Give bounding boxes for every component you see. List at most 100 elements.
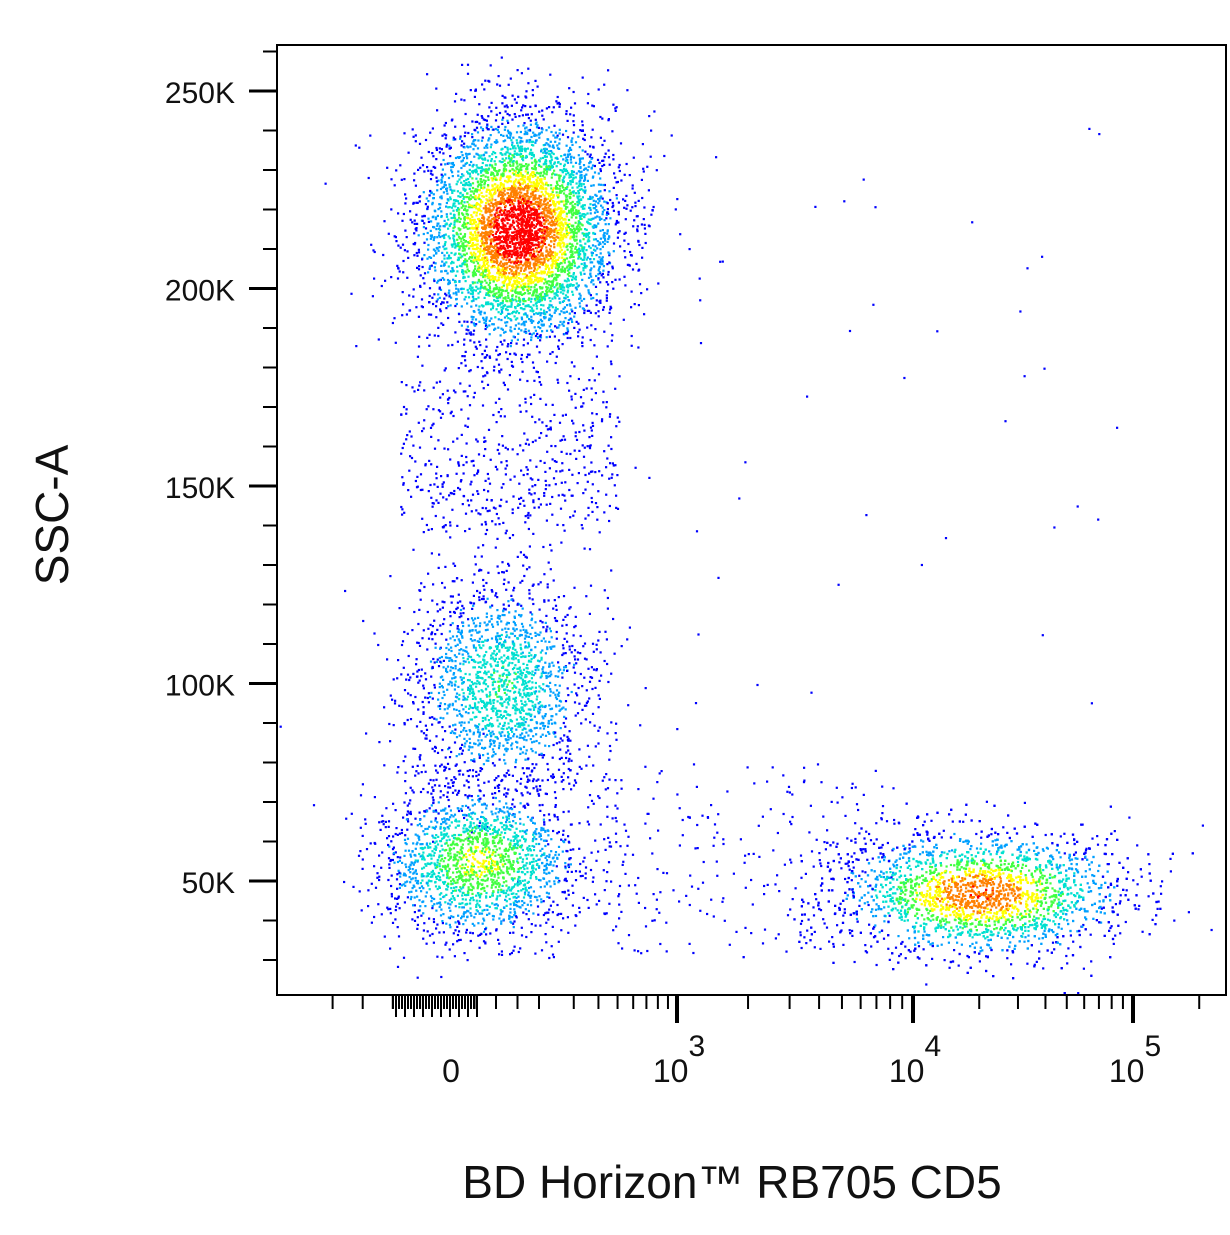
event-point <box>554 136 557 139</box>
event-point <box>506 213 509 216</box>
event-point <box>535 134 538 137</box>
event-point <box>507 312 510 315</box>
event-point <box>430 220 433 223</box>
event-point <box>586 326 589 329</box>
event-point <box>556 95 559 99</box>
event-point <box>546 192 550 195</box>
event-point <box>534 187 537 190</box>
event-point <box>442 158 445 162</box>
event-point <box>592 105 595 108</box>
event-point <box>488 291 491 294</box>
event-point <box>603 232 606 235</box>
event-point <box>510 253 513 256</box>
event-point <box>476 113 479 116</box>
event-point <box>543 194 546 197</box>
event-point <box>488 250 491 254</box>
event-point <box>526 257 529 260</box>
event-point <box>473 341 476 344</box>
event-point <box>531 191 534 194</box>
event-point <box>607 223 610 226</box>
event-point <box>546 215 550 218</box>
event-point <box>498 253 501 256</box>
event-point <box>462 188 465 191</box>
event-point <box>557 206 560 209</box>
event-point <box>597 310 600 313</box>
event-point <box>473 271 477 274</box>
event-point <box>533 266 536 269</box>
event-point <box>501 122 504 125</box>
event-point <box>494 119 498 122</box>
event-point <box>550 150 553 153</box>
event-point <box>634 201 637 204</box>
event-point <box>554 131 557 134</box>
event-point <box>496 215 499 218</box>
event-point <box>520 145 524 148</box>
event-point <box>468 198 471 201</box>
event-point <box>513 282 516 285</box>
event-point <box>481 254 485 257</box>
event-point <box>471 243 474 246</box>
event-point <box>483 186 486 189</box>
event-point <box>580 223 583 226</box>
event-point <box>489 64 492 67</box>
event-point <box>507 282 510 285</box>
event-point <box>453 240 456 243</box>
event-point <box>614 176 617 179</box>
event-point <box>600 204 603 207</box>
event-point <box>555 235 558 238</box>
event-point <box>536 253 540 256</box>
event-point <box>546 273 549 276</box>
event-point <box>558 217 561 220</box>
event-point <box>482 187 485 190</box>
event-point <box>565 230 568 233</box>
event-point <box>472 297 475 301</box>
event-point <box>584 167 587 170</box>
event-point <box>553 243 556 246</box>
event-point <box>496 260 499 263</box>
event-point <box>572 120 575 123</box>
event-point <box>506 246 509 249</box>
event-point <box>494 238 497 241</box>
event-point <box>556 201 559 204</box>
event-point <box>631 206 634 209</box>
event-point <box>442 245 445 248</box>
event-point <box>548 144 551 147</box>
event-point <box>477 296 480 299</box>
event-point <box>599 248 602 251</box>
event-point <box>450 222 453 225</box>
event-point <box>488 155 491 158</box>
event-point <box>569 196 572 199</box>
event-point <box>457 202 460 205</box>
event-point <box>535 247 539 250</box>
event-point <box>591 251 594 255</box>
event-point <box>572 272 575 275</box>
event-point <box>490 101 493 104</box>
event-point <box>568 284 571 287</box>
event-point <box>556 267 559 270</box>
event-point <box>575 227 578 230</box>
event-point <box>589 273 592 276</box>
event-point <box>486 257 489 260</box>
event-point <box>515 236 518 239</box>
event-point <box>538 266 541 269</box>
event-point <box>511 154 514 157</box>
event-point <box>493 260 496 263</box>
event-point <box>529 236 532 239</box>
event-point <box>527 240 530 243</box>
event-point <box>530 140 533 143</box>
event-point <box>536 203 539 206</box>
event-point <box>513 251 516 254</box>
event-point <box>623 239 626 242</box>
event-point <box>477 183 480 186</box>
event-point <box>529 246 532 249</box>
event-point <box>533 237 536 240</box>
event-point <box>510 239 513 242</box>
event-point <box>515 253 518 256</box>
event-point <box>534 230 537 233</box>
event-point <box>578 248 581 251</box>
event-point <box>533 226 536 229</box>
event-point <box>498 210 501 213</box>
event-point <box>657 282 660 285</box>
event-point <box>626 263 629 266</box>
event-point <box>512 299 515 302</box>
